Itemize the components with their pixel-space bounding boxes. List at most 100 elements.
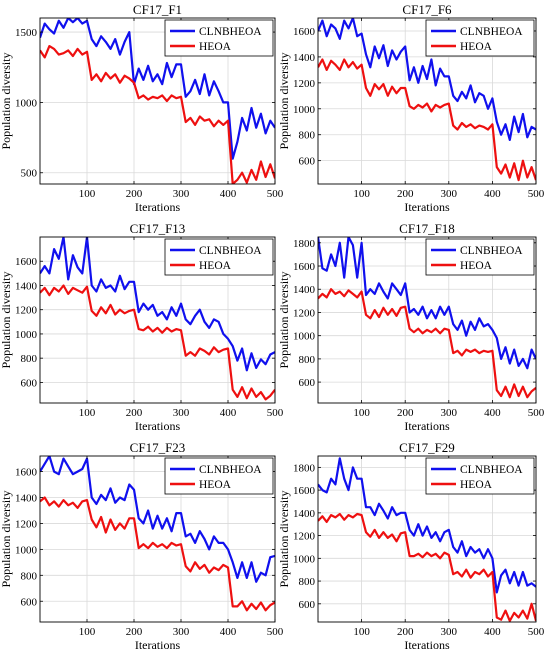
y-tick-label: 600: [299, 156, 316, 168]
series-line-clnbheoa: [318, 457, 536, 594]
legend-label: CLNBHEOA: [199, 245, 262, 257]
x-tick-label: 100: [353, 626, 370, 638]
x-tick-label: 500: [267, 626, 284, 638]
y-tick-label: 1000: [15, 544, 38, 556]
chart-title: CF17_F23: [130, 440, 186, 455]
y-tick-label: 1600: [293, 261, 316, 273]
legend-label: CLNBHEOA: [460, 26, 523, 38]
legend-label: CLNBHEOA: [199, 464, 262, 476]
y-axis-label: Population diversity: [0, 53, 13, 150]
series-line-heoa: [40, 284, 275, 401]
x-tick-label: 300: [173, 626, 190, 638]
y-tick-label: 1200: [15, 518, 38, 530]
legend-label: HEOA: [460, 41, 493, 53]
chart-panel: 100 200 300 400 500 600 800 1000 1200 1400 1600 180…: [277, 440, 545, 652]
axes-frame: [39, 17, 276, 185]
legend-box: [425, 457, 535, 495]
y-axis-label: Population diversity: [277, 491, 291, 588]
x-axis-label: Iterations: [404, 638, 450, 652]
legend-label: HEOA: [460, 479, 493, 491]
chart-panel: 100 200 300 400 500 600 800 1000 1200 1400 1600 CF1…: [0, 221, 284, 433]
x-tick-label: 500: [528, 626, 545, 638]
legend-label: CLNBHEOA: [460, 464, 523, 476]
legend: CLNBHEOA HEOA: [425, 238, 535, 276]
legend-label: CLNBHEOA: [460, 245, 523, 257]
y-tick-label: 1200: [15, 305, 38, 317]
legend-label: HEOA: [199, 260, 232, 272]
y-tick-label: 1400: [293, 52, 316, 64]
series-line-clnbheoa: [318, 237, 536, 370]
x-axis-label: Iterations: [135, 200, 181, 214]
x-tick-label: 300: [173, 188, 190, 200]
legend-label: CLNBHEOA: [199, 26, 262, 38]
y-tick-label: 800: [299, 130, 316, 142]
y-tick-label: 1400: [15, 493, 38, 505]
y-tick-label: 1600: [293, 26, 316, 38]
x-tick-label: 400: [220, 407, 237, 419]
series-line-heoa: [40, 44, 275, 184]
x-tick-label: 400: [220, 626, 237, 638]
y-tick-label: 800: [299, 354, 316, 366]
x-tick-label: 300: [173, 407, 190, 419]
chart-panel: 100 200 300 400 500 500 1000 1500 CF17_F1 Iterati…: [0, 2, 284, 214]
y-tick-label: 1600: [15, 256, 38, 268]
y-axis-label: Population diversity: [0, 491, 13, 588]
legend-box: [164, 457, 274, 495]
series-line-heoa: [318, 288, 536, 399]
y-tick-label: 600: [299, 599, 316, 611]
axes-frame: [317, 455, 537, 623]
y-tick-label: 600: [21, 377, 38, 389]
x-tick-label: 500: [528, 188, 545, 200]
chart-panel: 100 200 300 400 500 600 800 1000 1200 1400 1600 CF1…: [0, 440, 284, 652]
legend-box: [425, 19, 535, 57]
legend: CLNBHEOA HEOA: [425, 19, 535, 57]
x-tick-label: 100: [353, 407, 370, 419]
chart-title: CF17_F29: [399, 440, 455, 455]
y-axis-label: Population diversity: [277, 272, 291, 369]
y-tick-label: 1000: [293, 553, 316, 565]
series-line-clnbheoa: [318, 18, 536, 141]
legend-box: [425, 238, 535, 276]
x-tick-label: 500: [267, 188, 284, 200]
x-axis-label: Iterations: [404, 200, 450, 214]
y-axis-label: Population diversity: [277, 53, 291, 150]
legend-label: HEOA: [199, 41, 232, 53]
y-tick-label: 800: [21, 353, 38, 365]
x-tick-label: 500: [528, 407, 545, 419]
x-tick-label: 400: [484, 188, 501, 200]
y-tick-label: 600: [21, 596, 38, 608]
x-tick-label: 100: [353, 188, 370, 200]
legend: CLNBHEOA HEOA: [164, 19, 274, 57]
y-tick-label: 1800: [293, 238, 316, 250]
legend-label: HEOA: [460, 260, 493, 272]
y-tick-label: 800: [299, 576, 316, 588]
axes-frame: [39, 236, 276, 404]
x-axis-label: Iterations: [404, 419, 450, 433]
legend: CLNBHEOA HEOA: [425, 457, 535, 495]
y-tick-label: 800: [21, 570, 38, 582]
legend: CLNBHEOA HEOA: [164, 238, 274, 276]
x-tick-label: 400: [484, 626, 501, 638]
y-tick-label: 1200: [293, 531, 316, 543]
y-tick-label: 1600: [293, 485, 316, 497]
x-tick-label: 200: [397, 407, 414, 419]
chart-title: CF17_F1: [133, 2, 182, 17]
axes-frame: [317, 17, 537, 185]
y-tick-label: 1000: [293, 331, 316, 343]
x-tick-label: 100: [79, 188, 96, 200]
series-line-heoa: [40, 496, 275, 612]
axes-frame: [39, 455, 276, 623]
legend: CLNBHEOA HEOA: [164, 457, 274, 495]
axes-frame: [317, 236, 537, 404]
x-tick-label: 200: [126, 626, 143, 638]
x-axis-label: Iterations: [135, 638, 181, 652]
x-tick-label: 300: [441, 407, 458, 419]
series-line-heoa: [318, 58, 536, 182]
y-tick-label: 1400: [15, 280, 38, 292]
chart-panel: 100 200 300 400 500 600 800 1000 1200 1400 1600 CF1…: [277, 2, 545, 214]
legend-box: [164, 238, 274, 276]
chart-title: CF17_F6: [402, 2, 452, 17]
x-tick-label: 100: [79, 407, 96, 419]
series-line-clnbheoa: [40, 456, 275, 583]
